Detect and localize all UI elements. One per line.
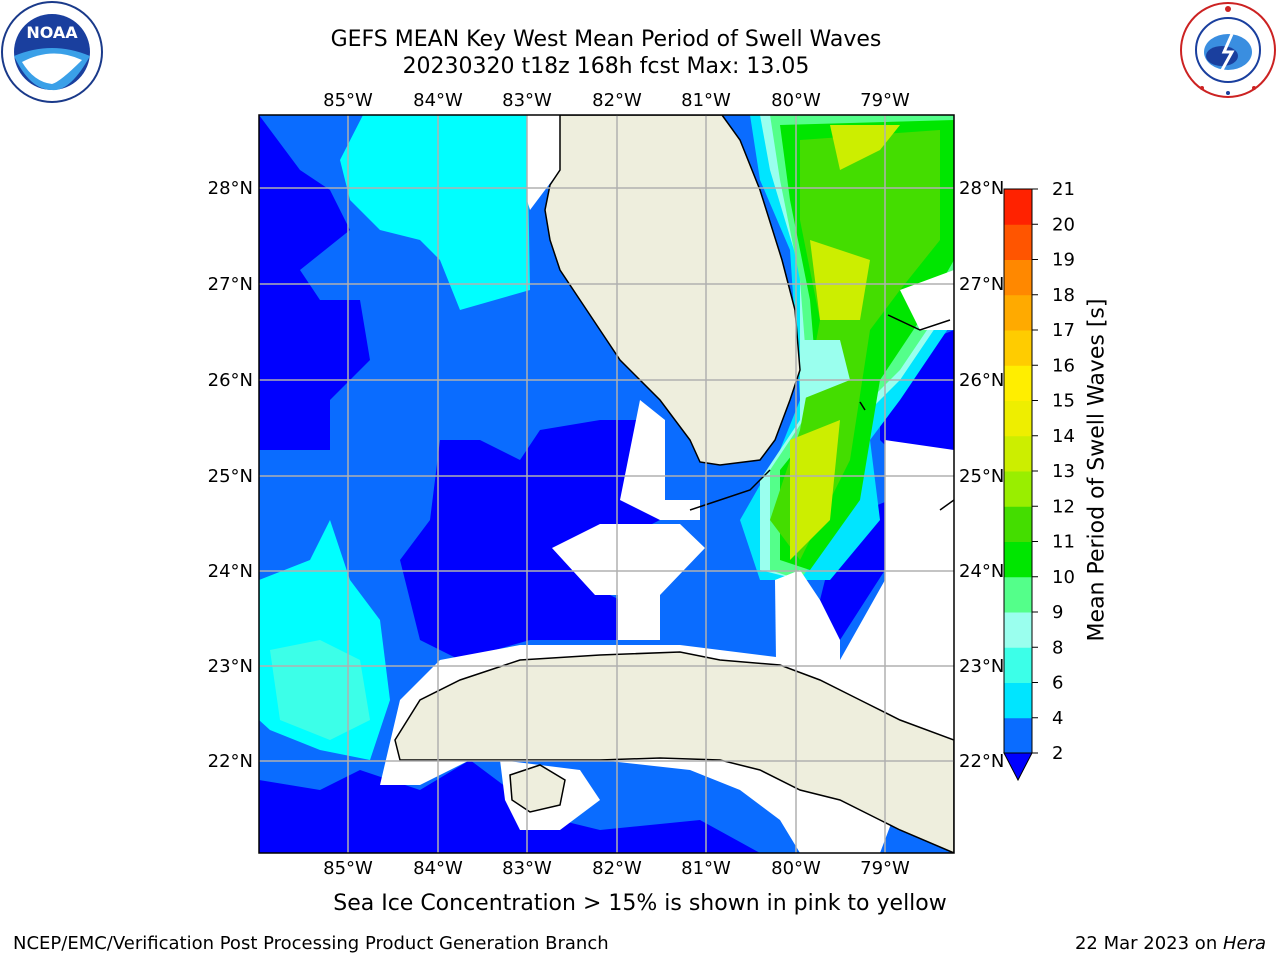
lat-label-right: 27°N	[959, 274, 1004, 295]
colorbar-segment	[1004, 224, 1032, 260]
lat-label-right: 26°N	[959, 370, 1004, 391]
lat-label-left: 22°N	[208, 751, 253, 772]
colorbar-tick-label: 20	[1052, 214, 1075, 235]
lat-label-left: 28°N	[208, 178, 253, 199]
colorbar-segment	[1004, 471, 1032, 507]
colorbar-tick-label: 10	[1052, 567, 1075, 588]
ocean-period-under-2	[400, 420, 660, 660]
colorbar-segment	[1004, 612, 1032, 648]
ocean-period-12-13	[790, 420, 840, 560]
colorbar-segment	[1004, 506, 1032, 542]
colorbar-segment	[1004, 400, 1032, 437]
ocean-period-4-6	[340, 115, 530, 310]
colorbar-tick-label: 2	[1052, 743, 1063, 764]
lat-label-left: 27°N	[208, 274, 253, 295]
lon-label-bottom: 83°W	[502, 858, 552, 879]
colorbar-tick-label: 16	[1052, 355, 1075, 376]
colorbar-segment	[1004, 189, 1032, 225]
colorbar-segment	[1004, 330, 1032, 366]
colorbar-tick-label: 15	[1052, 391, 1075, 412]
masked-area	[527, 115, 560, 210]
colorbar-tick-label: 19	[1052, 250, 1075, 271]
florida-keys	[689, 469, 771, 511]
lat-label-left: 25°N	[208, 466, 253, 487]
lon-label-top: 80°W	[771, 90, 821, 111]
colorbar-label: Mean Period of Swell Waves [s]	[1084, 298, 1110, 642]
credit-text: NCEP/EMC/Verification Post Processing Pr…	[13, 933, 609, 954]
masked-area	[552, 524, 705, 640]
noaa-logo-text: NOAA	[26, 23, 78, 42]
lat-label-left: 23°N	[208, 656, 253, 677]
lon-label-bottom: 82°W	[592, 858, 642, 879]
ocean-period-6-8	[270, 640, 370, 740]
colorbar: 2 4 6 8 9 10 11 12 13 14 15 16 17 18 19 20 21	[1003, 179, 1075, 782]
noaa-logo-icon: NOAA	[1, 1, 103, 103]
lat-label-right: 25°N	[959, 466, 1004, 487]
lon-label-top: 79°W	[860, 90, 910, 111]
lon-label-top: 83°W	[502, 90, 552, 111]
lon-label-top: 82°W	[592, 90, 642, 111]
lon-label-top: 84°W	[413, 90, 463, 111]
lat-label-right: 24°N	[959, 561, 1004, 582]
date-stamp: 22 Mar 2023 on Hera	[1075, 933, 1266, 954]
land-florida	[544, 115, 801, 466]
colorbar-segment	[1004, 682, 1032, 719]
ocean-period-12-13	[830, 125, 900, 170]
ocean-period-8-9	[800, 340, 850, 400]
lon-label-top: 81°W	[681, 90, 731, 111]
colorbar-segment	[1004, 294, 1032, 331]
colorbar-tick-label: 18	[1052, 285, 1075, 306]
lat-label-right: 22°N	[959, 751, 1004, 772]
sea-ice-caption: Sea Ice Concentration > 15% is shown in …	[333, 891, 947, 916]
colorbar-segment	[1004, 647, 1032, 683]
colorbar-segment	[1004, 717, 1032, 754]
land-bahamas	[939, 499, 954, 511]
map-gridlines	[259, 115, 954, 853]
ocean-period-12-13	[810, 240, 870, 320]
lon-label-bottom: 85°W	[323, 858, 373, 879]
colorbar-tick-label: 12	[1052, 496, 1075, 517]
land-cuba	[394, 651, 954, 853]
colorbar-segment	[1004, 259, 1032, 296]
lon-label-top: 85°W	[323, 90, 373, 111]
masked-area	[840, 440, 954, 660]
colorbar-tick-label: 6	[1052, 673, 1063, 694]
colorbar-segment	[1004, 541, 1032, 578]
colorbar-segment	[1004, 435, 1032, 472]
map-frame	[258, 114, 955, 854]
masked-area	[620, 400, 700, 520]
ocean-period-under-2	[259, 115, 370, 450]
colorbar-segment	[1004, 576, 1032, 613]
lat-label-right: 28°N	[959, 178, 1004, 199]
colorbar-tick-label: 4	[1052, 708, 1063, 729]
lon-label-bottom: 84°W	[413, 858, 463, 879]
land-bahamas	[887, 314, 951, 331]
colorbar-tick-label: 13	[1052, 461, 1075, 482]
date-text: 22 Mar 2023 on	[1074, 933, 1223, 954]
lat-label-left: 24°N	[208, 561, 253, 582]
lat-label-right: 23°N	[959, 656, 1004, 677]
masked-area	[775, 570, 840, 660]
colorbar-tick-label: 9	[1052, 602, 1063, 623]
land-bahamas	[859, 401, 866, 411]
colorbar-tick-label: 21	[1052, 179, 1075, 200]
nws-logo-icon	[1180, 2, 1276, 98]
lon-label-bottom: 81°W	[681, 858, 731, 879]
lat-label-left: 26°N	[208, 370, 253, 391]
land-isla-juventud	[509, 764, 566, 813]
plot-title: GEFS MEAN Key West Mean Period of Swell …	[330, 27, 882, 52]
masked-area	[900, 270, 954, 330]
lon-label-bottom: 80°W	[771, 858, 821, 879]
colorbar-tick-label: 14	[1052, 426, 1075, 447]
colorbar-tick-label: 8	[1052, 637, 1063, 658]
colorbar-segment	[1004, 365, 1032, 401]
host-name: Hera	[1222, 933, 1266, 954]
colorbar-tick-label: 17	[1052, 320, 1075, 341]
colorbar-extend-triangle	[1003, 752, 1033, 782]
lon-label-bottom: 79°W	[860, 858, 910, 879]
plot-subtitle: 20230320 t18z 168h fcst Max: 13.05	[402, 54, 810, 79]
colorbar-tick-label: 11	[1052, 532, 1075, 553]
